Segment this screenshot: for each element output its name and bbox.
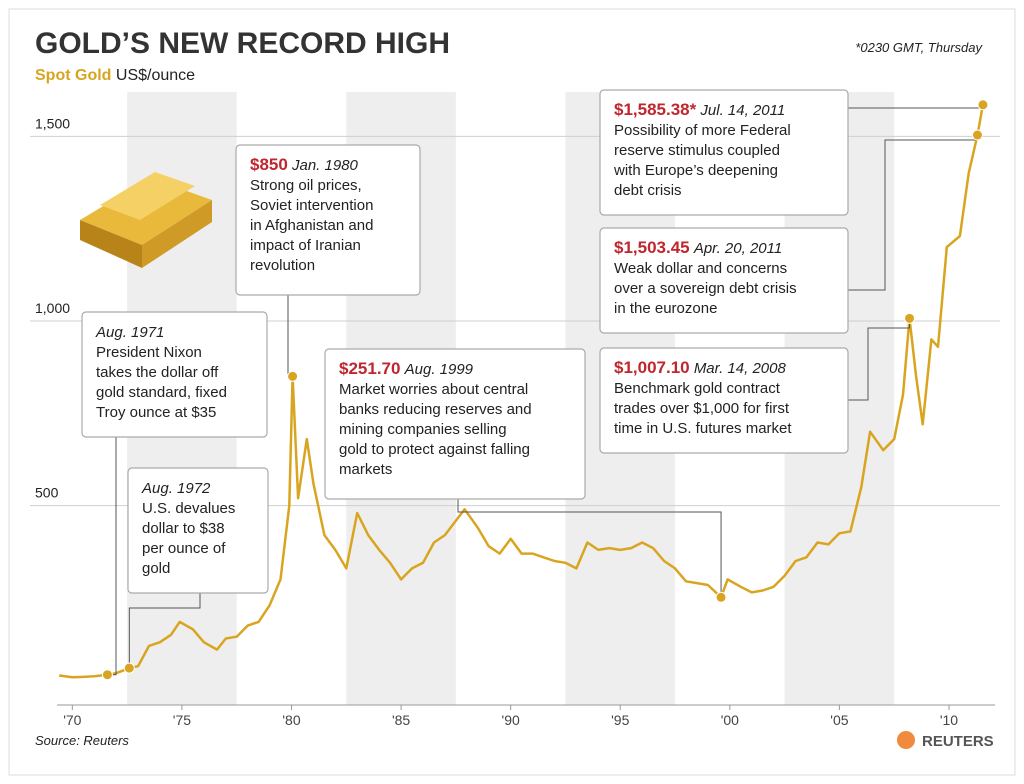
- note: *0230 GMT, Thursday: [855, 40, 983, 55]
- callout-box: [599, 347, 849, 454]
- callout-text: $1,007.10 Mar. 14, 2008: [614, 358, 786, 377]
- callout-line: Market worries about central: [339, 381, 528, 398]
- callout-line: Possibility of more Federal: [614, 122, 791, 139]
- chart-title: GOLD’S NEW RECORD HIGH: [35, 27, 450, 60]
- callout-date: Aug. 1972: [141, 480, 211, 497]
- callout-line: in the eurozone: [614, 300, 717, 317]
- connector: [848, 318, 911, 401]
- callout-box: [324, 348, 586, 500]
- highlight-point: [715, 591, 727, 603]
- callout-line: trades over $1,000 for first: [614, 400, 790, 417]
- y-unit: US$/ounce: [116, 67, 195, 84]
- callout-line: reserve stimulus coupled: [614, 142, 780, 159]
- callout-box: [127, 467, 269, 594]
- x-tick-label: '80: [282, 712, 300, 728]
- x-tick-label: '10: [940, 712, 958, 728]
- callout-line: in Afghanistan and: [250, 217, 373, 234]
- callout-line: Strong oil prices,: [250, 177, 362, 194]
- callout-date: Mar. 14, 2008: [694, 360, 787, 377]
- callout-line: markets: [339, 461, 392, 478]
- brand-logo: [897, 731, 915, 749]
- callout-line: debt crisis: [614, 182, 682, 199]
- callout-line: with Europe’s deepening: [613, 162, 778, 179]
- callout-box: [235, 144, 421, 296]
- callout-line: over a sovereign debt crisis: [614, 280, 797, 297]
- callout-text: $850 Jan. 1980: [250, 155, 359, 174]
- callout-date: Aug. 1999: [404, 361, 474, 378]
- gold-bar-icon: [80, 172, 212, 268]
- bar-side: [80, 220, 142, 268]
- highlight-point: [101, 669, 113, 681]
- price-line: [59, 104, 985, 679]
- callout-date: Aug. 1971: [95, 324, 164, 341]
- highlight-point: [904, 312, 916, 324]
- connector: [128, 593, 201, 669]
- source: Source: Reuters: [35, 733, 129, 748]
- x-tick-label: '75: [173, 712, 191, 728]
- x-tick-label: '90: [502, 712, 520, 728]
- bar-top2: [100, 172, 195, 220]
- callout-line: gold: [142, 560, 170, 577]
- callout-box: [599, 227, 849, 334]
- callout-value: $251.70: [339, 359, 400, 378]
- callout-date: Jan. 1980: [291, 157, 359, 174]
- callout-date: Jul. 14, 2011: [699, 102, 785, 119]
- plot: [59, 104, 985, 679]
- callout-value: $1,503.45: [614, 238, 690, 257]
- callout-line: Troy ounce at $35: [96, 404, 216, 421]
- y-tick-label: 1,000: [35, 300, 70, 316]
- callout-line: time in U.S. futures market: [614, 420, 792, 437]
- callout-value: $1,007.10: [614, 358, 690, 377]
- highlight-point: [287, 370, 299, 382]
- y-tick-label: 1,500: [35, 115, 70, 131]
- callout-date: Apr. 20, 2011: [693, 240, 782, 257]
- callout-value: $850: [250, 155, 288, 174]
- callout-line: impact of Iranian: [250, 237, 361, 254]
- connector: [457, 499, 722, 598]
- x-tick-label: '85: [392, 712, 410, 728]
- brand-name: REUTERS: [922, 733, 994, 750]
- x-tick-label: '70: [63, 712, 81, 728]
- subtitle: Spot Gold US$/ounce: [35, 67, 195, 84]
- highlight-point: [123, 662, 135, 674]
- callout-line: takes the dollar off: [96, 364, 219, 381]
- x-tick-label: '05: [830, 712, 848, 728]
- callout-line: Weak dollar and concerns: [614, 260, 787, 277]
- callout-line: Soviet intervention: [250, 197, 373, 214]
- y-tick-label: 500: [35, 485, 59, 501]
- callout-line: dollar to $38: [142, 520, 225, 537]
- callout-line: U.S. devalues: [142, 500, 235, 517]
- callout-line: per ounce of: [142, 540, 226, 557]
- callout-value: $1,585.38*: [614, 100, 697, 119]
- callout-box: [81, 311, 268, 438]
- callout-text: Aug. 1972: [141, 480, 211, 497]
- callout-text: $251.70 Aug. 1999: [339, 359, 474, 378]
- callout-box: [599, 89, 849, 216]
- annotations: Aug. 1971 President Nixon takes the dollar…: [81, 89, 989, 681]
- callout-line: revolution: [250, 257, 315, 274]
- callout-text: $1,503.45 Apr. 20, 2011: [614, 238, 782, 257]
- subtitle-series: Spot Gold: [35, 67, 111, 84]
- callout-line: gold to protect against falling: [339, 441, 530, 458]
- brand: REUTERS: [897, 731, 994, 750]
- x-tick-label: '95: [611, 712, 629, 728]
- callout-line: President Nixon: [96, 344, 202, 361]
- highlight-point: [977, 99, 989, 111]
- callout-line: banks reducing reserves and: [339, 401, 532, 418]
- x-tick-label: '00: [721, 712, 739, 728]
- highlight-point: [971, 129, 983, 141]
- callout-text: Aug. 1971: [95, 324, 164, 341]
- callout-line: Benchmark gold contract: [614, 380, 781, 397]
- callout-text: $1,585.38* Jul. 14, 2011: [614, 100, 785, 119]
- bar-front: [142, 200, 212, 268]
- callout-line: gold standard, fixed: [96, 384, 227, 401]
- callout-line: mining companies selling: [339, 421, 507, 438]
